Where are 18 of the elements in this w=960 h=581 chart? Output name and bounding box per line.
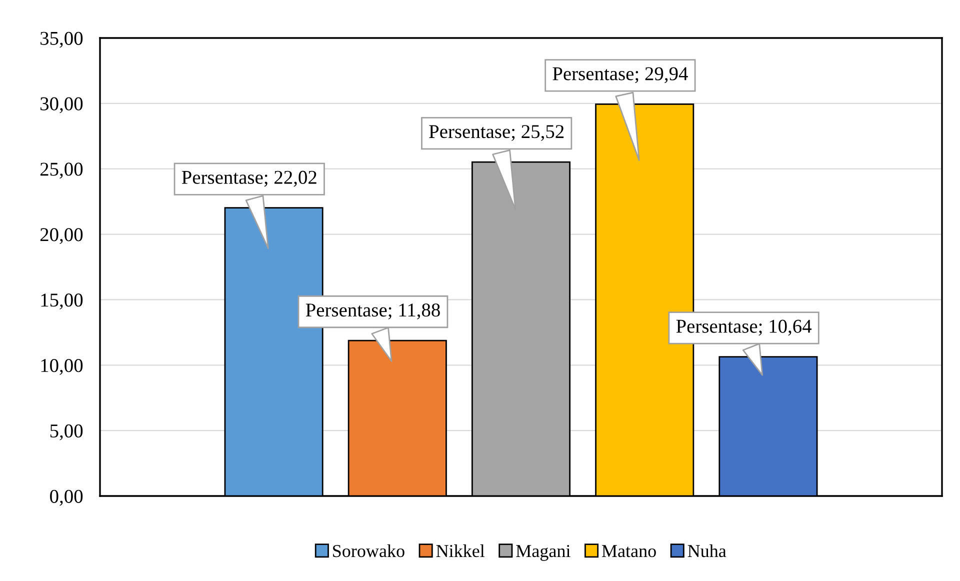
data-label: Persentase; 25,52 xyxy=(429,125,564,141)
data-label: Persentase; 22,02 xyxy=(182,170,316,187)
y-tick-label: 5,00 xyxy=(50,424,83,440)
y-tick-label: 10,00 xyxy=(41,358,83,375)
y-tick-label: 15,00 xyxy=(41,294,83,310)
y-tick-label: 20,00 xyxy=(40,228,83,244)
data-label: Persentase; 11,88 xyxy=(306,304,440,320)
data-label: Persentase; 10,64 xyxy=(676,320,812,336)
y-tick-label: 25,00 xyxy=(40,162,83,179)
legend-label: Magani xyxy=(516,544,570,561)
data-label: Persentase; 29,94 xyxy=(552,67,688,84)
y-tick-label: 35,00 xyxy=(40,32,83,48)
legend-label: Matano xyxy=(602,545,656,558)
y-tick-label: 30,00 xyxy=(40,97,83,114)
legend-label: Sorowako xyxy=(333,544,404,558)
legend-label: Nuha xyxy=(688,544,726,558)
legend-label: Nikkel xyxy=(436,544,485,558)
y-tick-label: 0,00 xyxy=(50,490,83,506)
